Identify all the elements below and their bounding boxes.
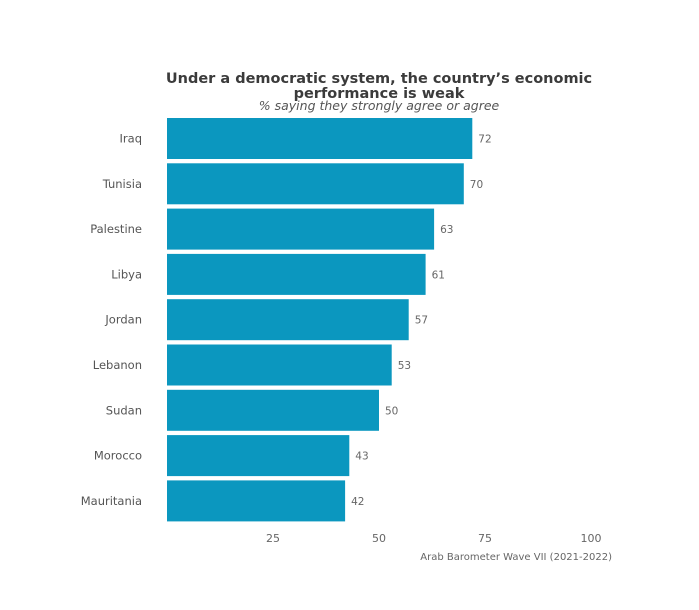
x-tick-label-75: 75 [478,532,492,545]
category-label-lebanon: Lebanon [93,358,142,372]
category-label-libya: Libya [111,267,142,281]
value-label-tunisia: 70 [470,179,483,191]
bar-mauritania [167,480,346,522]
x-axis-ticks: 25 50 75 100 [266,532,602,545]
value-label-libya: 61 [432,269,445,281]
bar-palestine [167,208,435,250]
category-label-mauritania: Mauritania [81,494,142,508]
category-label-sudan: Sudan [106,403,142,417]
x-tick-label-100: 100 [581,532,602,545]
bar-iraq [167,118,473,159]
value-label-lebanon: 53 [398,360,411,372]
value-label-mauritania: 42 [351,496,364,508]
x-tick-label-25: 25 [266,532,280,545]
bar-tunisia [167,163,464,205]
value-label-jordan: 57 [415,315,428,327]
category-label-palestine: Palestine [90,222,142,236]
value-label-iraq: 72 [478,134,491,146]
bar-jordan [167,299,409,341]
chart-title-line-1: Under a democratic system, the country’s… [166,71,592,87]
bar-sudan [167,389,379,431]
category-label-iraq: Iraq [120,132,142,146]
bar-morocco [167,435,350,477]
source-note: Arab Barometer Wave VII (2021-2022) [420,552,612,563]
value-label-morocco: 43 [355,451,368,463]
category-label-jordan: Jordan [104,313,142,327]
category-label-morocco: Morocco [94,449,142,463]
chart-title-line-2: performance is weak [294,86,465,102]
category-label-tunisia: Tunisia [102,177,142,191]
bars-group: Iraq 72 Tunisia 70 Palestine 63 Libya 61 Jordan 5… [81,118,492,522]
chart-subtitle: % saying they strongly agree or agree [259,98,500,113]
bar-libya [167,253,426,295]
value-label-palestine: 63 [440,224,453,236]
bar-lebanon [167,344,392,386]
x-tick-label-50: 50 [372,532,386,545]
value-label-sudan: 50 [385,405,398,417]
